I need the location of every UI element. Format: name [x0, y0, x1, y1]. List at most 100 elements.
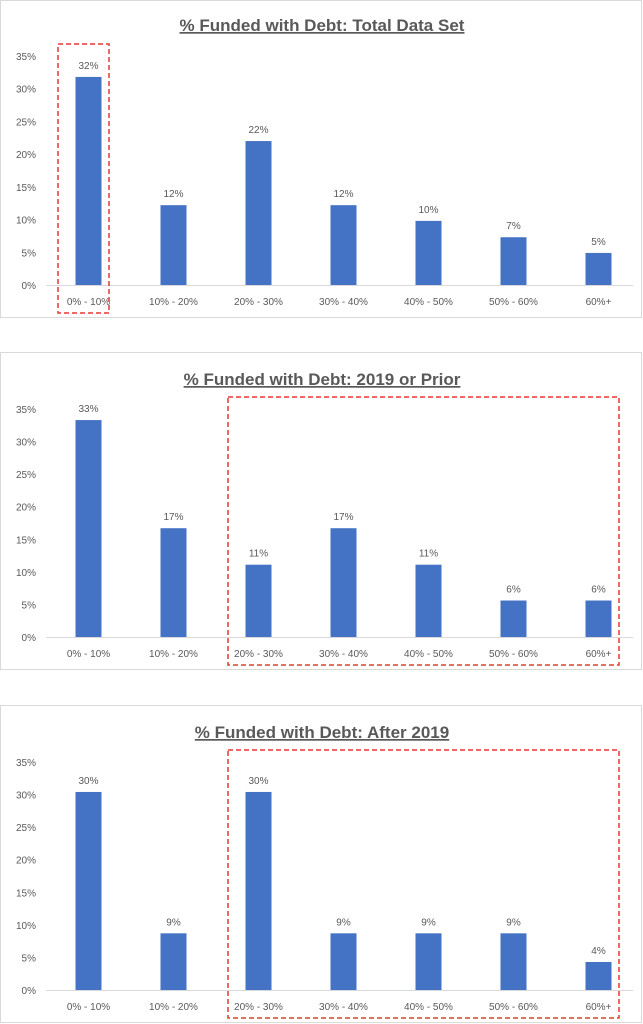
data-label: 17%	[163, 512, 183, 523]
bar	[160, 933, 187, 990]
data-label: 6%	[591, 585, 606, 596]
y-tick-label: 25%	[16, 823, 36, 834]
bar	[160, 528, 187, 637]
data-label: 22%	[248, 125, 268, 136]
chart-2-svg: % Funded with Debt: 2019 or Prior 0% 5% 10…	[16, 370, 633, 666]
y-tick-label: 0%	[22, 986, 37, 997]
highlight-box	[227, 396, 620, 666]
bar	[330, 528, 357, 637]
data-label: 12%	[333, 189, 353, 200]
y-tick-label: 35%	[16, 758, 36, 769]
y-tick-label: 5%	[22, 953, 37, 964]
x-tick-label: 40% - 50%	[404, 1002, 453, 1013]
y-tick-label: 10%	[16, 921, 36, 932]
x-tick-label: 0% - 10%	[67, 1002, 110, 1013]
x-tick-label: 30% - 40%	[319, 649, 368, 660]
x-tick-label: 0% - 10%	[67, 297, 110, 308]
x-tick-label: 10% - 20%	[149, 1002, 198, 1013]
x-tick-label: 50% - 60%	[489, 297, 538, 308]
y-tick-label: 5%	[22, 248, 37, 259]
chart-total-data-set: % Funded with Debt: Total Data Set 0% 5% 1…	[0, 0, 642, 318]
x-tick-label: 10% - 20%	[149, 297, 198, 308]
x-tick-label: 20% - 30%	[234, 649, 283, 660]
y-tick-label: 35%	[16, 52, 36, 63]
data-label: 10%	[418, 205, 438, 216]
x-tick-label: 50% - 60%	[489, 649, 538, 660]
data-label: 30%	[78, 776, 98, 787]
data-label: 33%	[78, 404, 98, 415]
data-label: 9%	[166, 917, 181, 928]
bar	[585, 600, 612, 637]
data-label: 9%	[336, 917, 351, 928]
y-tick-label: 10%	[16, 216, 36, 227]
x-tick-label: 40% - 50%	[404, 649, 453, 660]
x-tick-label: 10% - 20%	[149, 649, 198, 660]
data-label: 6%	[506, 585, 521, 596]
bar	[245, 141, 272, 285]
chart-3-marks: 0% 5% 10% 15% 20% 25% 30% 35% 30% 0% - 10% 9% 10% -…	[16, 749, 633, 1019]
bar	[585, 961, 612, 990]
x-tick-label: 20% - 30%	[234, 297, 283, 308]
x-tick-label: 50% - 60%	[489, 1002, 538, 1013]
bar	[245, 564, 272, 637]
y-tick-label: 20%	[16, 503, 36, 514]
data-label: 4%	[591, 946, 606, 957]
data-label: 11%	[419, 549, 438, 560]
highlight-box	[227, 749, 620, 1019]
chart-after-2019: % Funded with Debt: After 2019 0% 5% 10% 15…	[0, 705, 642, 1023]
data-label: 11%	[249, 549, 268, 560]
y-tick-label: 30%	[16, 85, 36, 96]
y-tick-label: 25%	[16, 470, 36, 481]
y-tick-label: 20%	[16, 856, 36, 867]
bar	[500, 237, 527, 285]
y-tick-label: 35%	[16, 405, 36, 416]
bar	[585, 252, 612, 285]
y-tick-label: 30%	[16, 791, 36, 802]
bar	[415, 220, 442, 285]
x-tick-label: 30% - 40%	[319, 297, 368, 308]
data-label: 30%	[248, 776, 268, 787]
y-tick-label: 20%	[16, 150, 36, 161]
bar	[500, 933, 527, 990]
data-label: 17%	[333, 512, 353, 523]
y-tick-label: 15%	[16, 183, 36, 194]
bar	[330, 933, 357, 990]
chart-1-svg: % Funded with Debt: Total Data Set 0% 5% 1…	[16, 16, 633, 314]
chart-3-svg: % Funded with Debt: After 2019 0% 5% 10% 15…	[16, 723, 633, 1019]
bar	[160, 205, 187, 285]
x-tick-label: 60%+	[586, 297, 612, 308]
bar	[75, 420, 102, 637]
bar	[500, 600, 527, 637]
chart-2-marks: 0% 5% 10% 15% 20% 25% 30% 35% 33% 0% - 10% 17% 10% …	[16, 396, 633, 666]
bar	[75, 791, 102, 990]
data-label: 12%	[163, 189, 183, 200]
chart-1-title: % Funded with Debt: Total Data Set	[180, 16, 465, 35]
bar	[245, 791, 272, 990]
y-tick-label: 25%	[16, 117, 36, 128]
y-tick-label: 15%	[16, 888, 36, 899]
data-label: 32%	[78, 61, 98, 72]
y-tick-label: 30%	[16, 438, 36, 449]
y-tick-label: 5%	[22, 600, 37, 611]
bar	[330, 205, 357, 285]
data-label: 7%	[506, 221, 521, 232]
y-tick-label: 0%	[22, 633, 37, 644]
x-tick-label: 0% - 10%	[67, 649, 110, 660]
highlight-box	[57, 43, 110, 314]
chart-1-marks: 0% 5% 10% 15% 20% 25% 30% 35% 32% 0% - 10% 12% 10% …	[16, 43, 633, 314]
data-label: 5%	[591, 237, 606, 248]
chart-2-title: % Funded with Debt: 2019 or Prior	[184, 370, 461, 389]
bar	[75, 76, 102, 286]
y-tick-label: 10%	[16, 568, 36, 579]
data-label: 9%	[506, 917, 521, 928]
x-tick-label: 30% - 40%	[319, 1002, 368, 1013]
x-tick-label: 40% - 50%	[404, 297, 453, 308]
bar	[415, 933, 442, 990]
data-label: 9%	[421, 917, 436, 928]
x-tick-label: 60%+	[586, 649, 612, 660]
y-tick-label: 0%	[22, 281, 37, 292]
x-tick-label: 20% - 30%	[234, 1002, 283, 1013]
chart-2019-or-prior: % Funded with Debt: 2019 or Prior 0% 5% 10…	[0, 352, 642, 670]
chart-3-title: % Funded with Debt: After 2019	[195, 723, 449, 742]
bar	[415, 564, 442, 637]
